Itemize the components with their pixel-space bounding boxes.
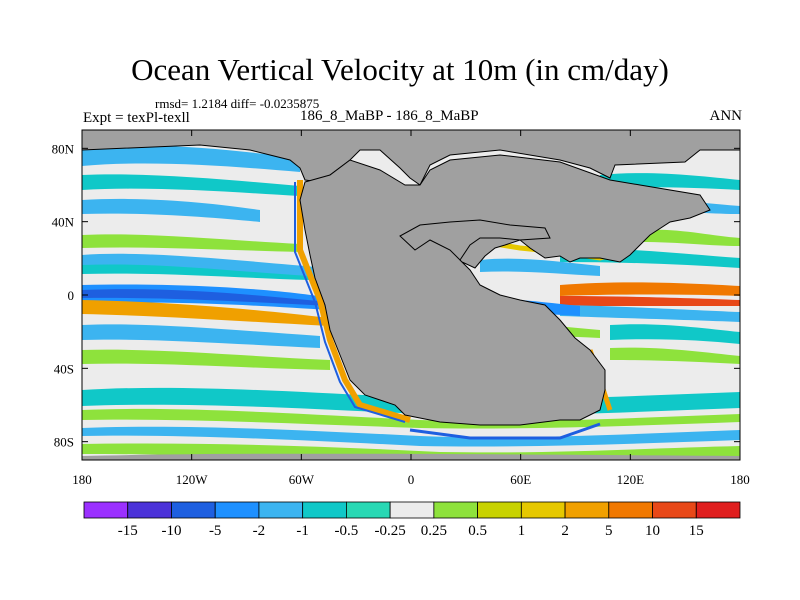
- stats-text: rmsd= 1.2184 diff= -0.0235875: [155, 96, 320, 111]
- colorbar-label: -0.25: [375, 523, 406, 539]
- colorbar-label: 15: [689, 523, 704, 539]
- colorbar-label: 0.25: [421, 523, 447, 539]
- x-tick-label: 180: [72, 472, 92, 487]
- x-tick-label: 60E: [510, 472, 531, 487]
- x-tick-label: 120W: [176, 472, 209, 487]
- y-tick-label: 40S: [54, 361, 74, 376]
- x-tick-label: 0: [408, 472, 415, 487]
- colorbar-swatch: [127, 501, 172, 519]
- colorbar-swatch: [258, 501, 304, 519]
- y-tick-label: 80S: [54, 435, 74, 450]
- colorbar-swatch: [608, 501, 653, 519]
- colorbar-swatch: [695, 501, 741, 519]
- colorbar-swatch: [83, 501, 129, 519]
- colorbar-label: -0.5: [335, 523, 359, 539]
- colorbar-label: 0.5: [468, 523, 487, 539]
- colorbar-swatch: [433, 501, 479, 519]
- chart-title: Ocean Vertical Velocity at 10m (in cm/da…: [131, 52, 669, 87]
- colorbar-swatch: [171, 501, 216, 519]
- colorbar-label: -2: [253, 523, 266, 539]
- colorbar: -15 -10 -5 -2 -1 -0.5 -0.25 0.25 0.5 1 2 5 10 15: [83, 501, 741, 539]
- colorbar-swatch: [214, 501, 260, 519]
- colorbar-swatch: [345, 501, 391, 519]
- y-axis: 80N 40N 0 40S 80S: [52, 141, 740, 450]
- colorbar-label: -15: [118, 523, 138, 539]
- case-label: 186_8_MaBP - 186_8_MaBP: [300, 108, 479, 124]
- colorbar-label: 2: [561, 523, 569, 539]
- y-tick-label: 80N: [52, 141, 75, 156]
- colorbar-swatch: [302, 501, 347, 519]
- colorbar-label: -1: [296, 523, 309, 539]
- x-tick-label: 180: [730, 472, 750, 487]
- colorbar-swatch: [477, 501, 522, 519]
- season-label: ANN: [709, 108, 743, 124]
- x-tick-label: 120E: [617, 472, 645, 487]
- y-tick-label: 40N: [52, 215, 75, 230]
- colorbar-label: -10: [161, 523, 181, 539]
- colorbar-swatch: [564, 501, 610, 519]
- colorbar-label: 5: [605, 523, 613, 539]
- colorbar-swatch: [389, 501, 435, 519]
- colorbar-label: -5: [209, 523, 222, 539]
- experiment-label: Expt = texPl-texll: [83, 110, 190, 126]
- colorbar-swatch: [520, 501, 566, 519]
- colorbar-label: 10: [645, 523, 660, 539]
- x-axis: 180 120W 60W 0 60E 120E 180: [72, 130, 750, 487]
- colorbar-swatch: [652, 501, 697, 519]
- plot-area: [82, 130, 740, 460]
- y-tick-label: 0: [68, 288, 75, 303]
- colorbar-label: 1: [518, 523, 526, 539]
- land: [82, 130, 740, 460]
- x-tick-label: 60W: [289, 472, 315, 487]
